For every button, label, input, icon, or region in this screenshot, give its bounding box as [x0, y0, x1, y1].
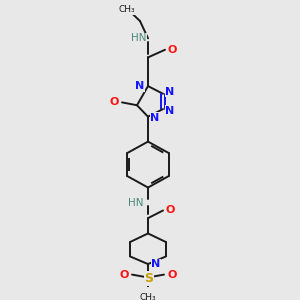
Text: HN: HN: [128, 198, 144, 208]
Text: O: O: [109, 98, 119, 107]
Text: N: N: [135, 81, 145, 91]
Text: N: N: [152, 259, 160, 269]
Text: CH₃: CH₃: [119, 5, 135, 14]
Text: N: N: [165, 87, 175, 97]
Text: O: O: [165, 206, 175, 215]
Text: O: O: [119, 270, 129, 280]
Text: N: N: [165, 106, 175, 116]
Text: O: O: [167, 270, 177, 280]
Text: HN: HN: [131, 33, 147, 43]
Text: N: N: [150, 113, 160, 123]
Text: S: S: [145, 272, 154, 285]
Text: O: O: [167, 45, 177, 55]
Text: CH₃: CH₃: [140, 293, 156, 300]
